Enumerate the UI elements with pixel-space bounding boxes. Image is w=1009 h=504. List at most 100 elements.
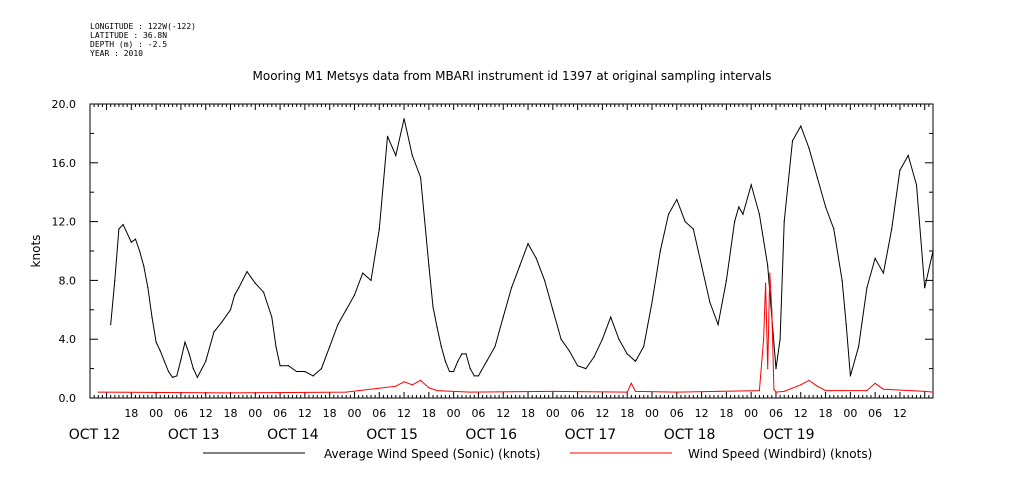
data-point: [924, 287, 926, 289]
data-point: [403, 381, 405, 383]
x-day-label: OCT 16: [465, 427, 517, 443]
data-point: [874, 382, 876, 384]
data-point: [345, 391, 347, 393]
data-point: [634, 390, 637, 392]
data-point: [275, 345, 277, 348]
data-point: [370, 279, 372, 281]
data-point: [180, 359, 182, 361]
data-point: [234, 294, 236, 296]
data-point: [738, 206, 740, 208]
data-point: [765, 282, 767, 284]
data-point: [577, 365, 579, 367]
data-point: [403, 118, 405, 120]
data-point: [411, 384, 413, 386]
x-tick-labels: 18 00 06 12 18 00 06 12 18 00 06 12 18 00 06 12 18 00 06 12…: [124, 407, 907, 420]
data-point: [345, 309, 347, 311]
data-point: [845, 323, 847, 326]
data-point: [130, 241, 132, 243]
data-point: [824, 206, 827, 208]
data-point: [486, 360, 488, 362]
x-tick-label: 06: [868, 407, 882, 420]
data-point: [110, 323, 112, 326]
x-tick-label: 06: [372, 407, 386, 420]
data-point: [560, 338, 562, 340]
data-point: [771, 309, 773, 311]
data-point: [477, 375, 480, 377]
data-point: [585, 368, 587, 370]
legend: Average Wind Speed (Sonic) (knots) Wind S…: [203, 447, 872, 461]
x-tick-label: 00: [347, 407, 361, 420]
data-point: [411, 154, 413, 157]
data-point: [783, 390, 785, 392]
data-point: [543, 279, 546, 281]
x-tick-label: 18: [323, 407, 337, 420]
y-tick-label: 0.0: [59, 392, 77, 405]
x-tick-label: 00: [248, 407, 262, 420]
data-point: [866, 287, 868, 289]
data-point: [717, 390, 719, 392]
x-day-label: OCT 13: [168, 427, 220, 443]
x-tick-label: 12: [893, 407, 907, 420]
data-point: [779, 338, 781, 340]
data-point: [932, 250, 934, 252]
data-point: [262, 291, 265, 293]
data-point: [453, 370, 455, 373]
x-tick-label: 06: [769, 407, 783, 420]
data-point: [97, 391, 99, 393]
data-point: [767, 265, 769, 267]
data-point: [891, 228, 893, 230]
data-point: [238, 287, 240, 289]
series-line-1: [98, 273, 934, 394]
data-point: [188, 353, 190, 355]
data-point: [362, 272, 364, 274]
x-tick-label: 06: [174, 407, 188, 420]
data-point: [816, 176, 818, 179]
legend-label: Wind Speed (Windbird) (knots): [688, 447, 872, 461]
series-layer: [97, 118, 934, 394]
depth-label: DEPTH (m) : -2.5: [90, 40, 168, 49]
data-point: [742, 213, 744, 215]
data-point: [535, 257, 537, 259]
x-tick-label: 18: [819, 407, 833, 420]
x-day-label: OCT 15: [366, 427, 418, 443]
data-point: [254, 282, 256, 284]
x-tick-label: 12: [794, 407, 808, 420]
data-point: [841, 279, 843, 281]
data-point: [419, 176, 422, 179]
x-tick-label: 18: [422, 407, 436, 420]
data-point: [436, 390, 438, 392]
data-point: [808, 379, 810, 381]
data-point: [167, 370, 170, 373]
data-point: [461, 353, 463, 355]
data-point: [473, 375, 475, 377]
data-point: [221, 392, 223, 394]
data-point: [808, 147, 810, 149]
x-tick-label: 06: [471, 407, 485, 420]
data-point: [312, 375, 314, 377]
x-day-label: OCT 19: [763, 427, 815, 443]
data-point: [428, 387, 430, 389]
data-point: [337, 323, 339, 326]
legend-label: Average Wind Speed (Sonic) (knots): [324, 447, 540, 461]
data-point: [692, 228, 694, 230]
data-point: [769, 272, 771, 274]
data-point: [874, 257, 876, 259]
data-point: [353, 294, 356, 296]
data-point: [659, 250, 661, 252]
data-point: [610, 316, 612, 318]
data-point: [841, 390, 843, 392]
data-point: [296, 370, 298, 373]
data-point: [448, 370, 451, 373]
series-line-0: [110, 118, 934, 379]
data-point: [762, 338, 765, 340]
data-point: [221, 320, 223, 323]
data-point: [502, 316, 504, 318]
data-point: [775, 368, 777, 370]
data-point: [758, 213, 761, 215]
data-point: [882, 272, 885, 274]
data-point: [386, 135, 389, 137]
data-point: [684, 221, 686, 223]
data-point: [192, 368, 194, 370]
x-tick-label: 12: [595, 407, 609, 420]
